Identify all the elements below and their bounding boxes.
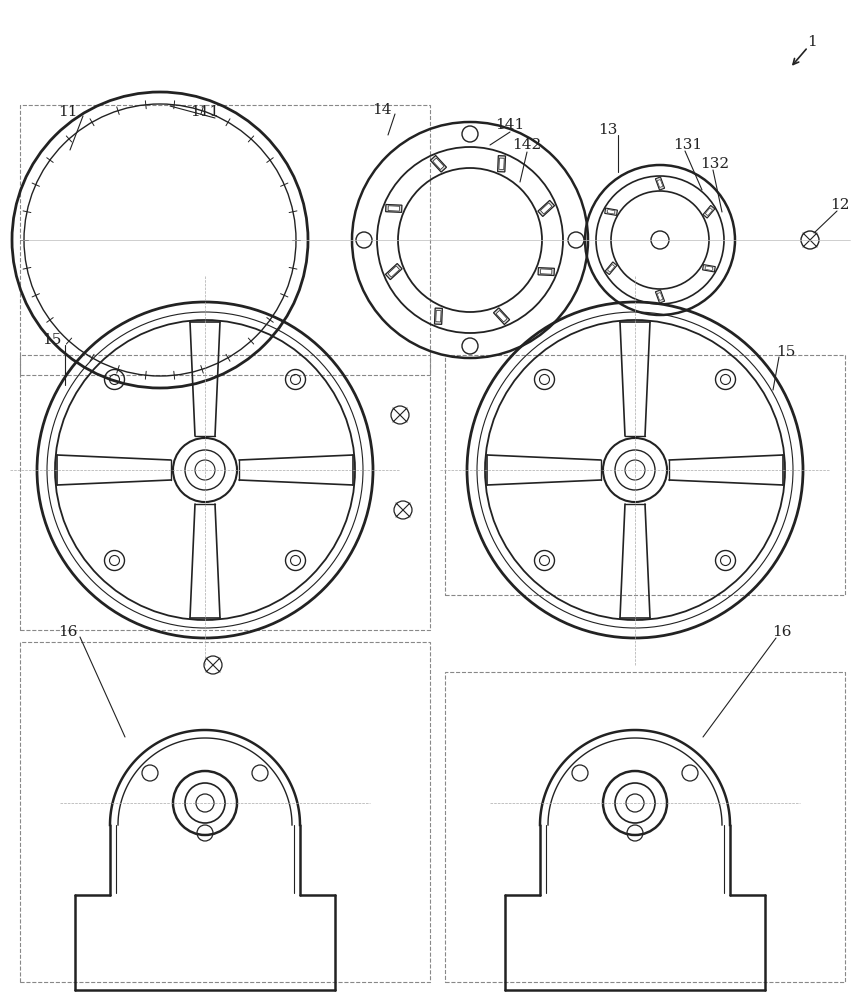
Polygon shape bbox=[430, 155, 447, 172]
Text: 132: 132 bbox=[701, 157, 729, 171]
Polygon shape bbox=[538, 268, 554, 276]
Polygon shape bbox=[498, 156, 506, 172]
Polygon shape bbox=[656, 290, 664, 303]
Polygon shape bbox=[499, 158, 504, 169]
Text: 15: 15 bbox=[42, 333, 61, 347]
Polygon shape bbox=[607, 209, 615, 214]
Polygon shape bbox=[388, 266, 399, 277]
Polygon shape bbox=[657, 293, 662, 300]
Polygon shape bbox=[705, 208, 713, 216]
Polygon shape bbox=[435, 308, 443, 324]
Polygon shape bbox=[385, 264, 402, 280]
Text: 14: 14 bbox=[372, 103, 391, 117]
Polygon shape bbox=[494, 308, 509, 325]
Text: 111: 111 bbox=[191, 105, 220, 119]
Polygon shape bbox=[702, 265, 715, 272]
Bar bbox=[20, 642, 430, 982]
Text: 13: 13 bbox=[598, 123, 617, 137]
Bar bbox=[445, 672, 845, 982]
Polygon shape bbox=[436, 311, 441, 322]
Polygon shape bbox=[433, 158, 444, 170]
Polygon shape bbox=[385, 204, 402, 212]
Text: 142: 142 bbox=[513, 138, 541, 152]
Text: 11: 11 bbox=[58, 105, 78, 119]
Polygon shape bbox=[540, 269, 552, 274]
Text: 1: 1 bbox=[807, 35, 817, 49]
Polygon shape bbox=[496, 310, 507, 322]
Polygon shape bbox=[607, 264, 615, 272]
Text: 16: 16 bbox=[58, 625, 78, 639]
Polygon shape bbox=[604, 208, 617, 215]
Text: 141: 141 bbox=[495, 118, 525, 132]
Polygon shape bbox=[540, 203, 552, 214]
Text: 15: 15 bbox=[776, 345, 796, 359]
Polygon shape bbox=[703, 205, 714, 218]
Polygon shape bbox=[388, 206, 399, 211]
Bar bbox=[20, 105, 430, 375]
Polygon shape bbox=[605, 262, 617, 275]
Polygon shape bbox=[705, 266, 713, 271]
Bar bbox=[20, 355, 430, 630]
Text: 131: 131 bbox=[674, 138, 702, 152]
Text: 12: 12 bbox=[830, 198, 850, 212]
Bar bbox=[445, 355, 845, 595]
Polygon shape bbox=[538, 200, 554, 216]
Text: 16: 16 bbox=[772, 625, 792, 639]
Polygon shape bbox=[656, 177, 664, 190]
Polygon shape bbox=[657, 180, 662, 187]
